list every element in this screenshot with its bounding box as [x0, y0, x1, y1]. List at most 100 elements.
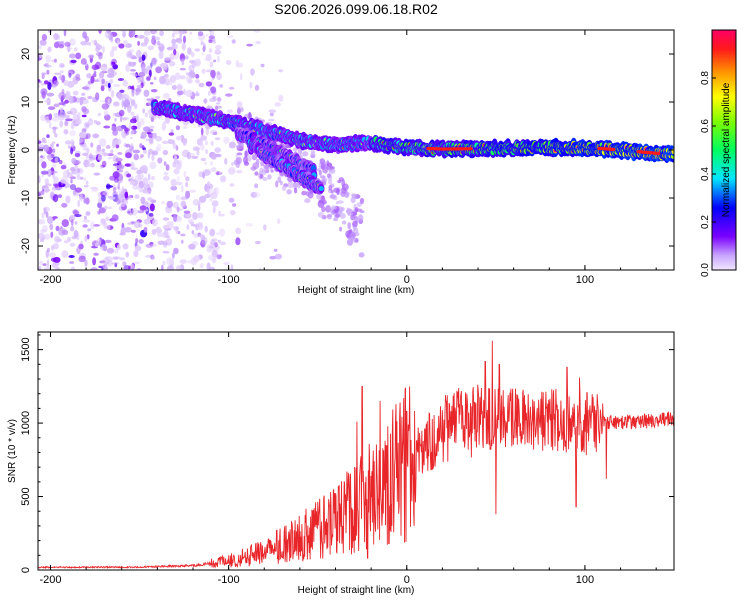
noise-cell: [167, 224, 174, 229]
noise-cell: [54, 183, 59, 188]
noise-cell: [235, 237, 241, 246]
noise-cell: [293, 187, 298, 194]
noise-cell: [111, 214, 119, 222]
noise-cell: [178, 30, 186, 35]
noise-cell: [176, 135, 182, 141]
noise-cell: [204, 194, 210, 199]
noise-cell: [174, 72, 181, 80]
noise-cell: [181, 42, 186, 51]
noise-cell: [49, 223, 54, 231]
ridge-peak: [611, 147, 616, 152]
noise-cell: [59, 70, 64, 74]
noise-cell: [79, 138, 83, 144]
noise-cell: [359, 197, 365, 205]
noise-cell: [147, 45, 154, 51]
noise-cell: [191, 230, 194, 235]
noise-cell: [82, 152, 89, 156]
noise-cell: [164, 57, 172, 61]
noise-cell: [210, 192, 218, 200]
noise-cell: [148, 181, 154, 189]
noise-cell: [175, 145, 179, 151]
noise-cell: [196, 149, 200, 156]
noise-cell: [163, 73, 169, 78]
noise-cell: [92, 224, 100, 227]
noise-cell: [119, 257, 125, 261]
noise-cell: [129, 118, 137, 124]
noise-cell: [76, 173, 81, 180]
noise-cell: [218, 228, 226, 237]
noise-cell: [189, 31, 193, 35]
noise-cell: [92, 133, 100, 139]
noise-cell: [158, 51, 164, 59]
noise-cell: [80, 41, 88, 46]
noise-cell: [223, 136, 230, 144]
noise-cell: [162, 260, 166, 266]
noise-cell: [268, 109, 277, 114]
noise-cell: [105, 183, 111, 190]
noise-cell: [196, 138, 203, 146]
noise-cell: [205, 125, 211, 130]
noise-cell: [218, 213, 225, 217]
noise-cell: [60, 165, 67, 170]
noise-cell: [168, 61, 176, 67]
noise-cell: [56, 143, 59, 147]
noise-cell: [41, 161, 47, 169]
noise-cell: [286, 189, 292, 195]
noise-cell: [181, 58, 185, 66]
noise-cell: [198, 203, 201, 212]
noise-cell: [189, 189, 196, 193]
noise-cell: [90, 221, 95, 230]
noise-cell: [195, 79, 200, 84]
noise-cell: [192, 199, 201, 206]
noise-cell: [186, 224, 190, 231]
snr-x-axis-label: Height of straight line (km): [298, 585, 415, 596]
noise-cell: [149, 125, 155, 129]
noise-cell: [125, 143, 131, 148]
noise-cell: [100, 222, 106, 226]
noise-cell: [223, 261, 230, 266]
noise-cell: [120, 30, 128, 33]
noise-cell: [73, 47, 78, 52]
noise-cell: [210, 239, 216, 246]
noise-cell: [42, 263, 47, 266]
noise-cell: [124, 191, 129, 199]
noise-cell: [133, 250, 139, 258]
noise-cell: [172, 214, 178, 222]
noise-cell: [181, 184, 184, 193]
noise-cell: [275, 180, 279, 188]
y-tick-label: 10: [20, 96, 32, 108]
noise-cell: [99, 71, 105, 79]
noise-cell: [177, 230, 181, 235]
noise-cell: [147, 132, 154, 138]
noise-cell: [151, 228, 157, 236]
noise-cell: [126, 126, 134, 129]
noise-cell: [268, 118, 275, 122]
noise-cell: [206, 181, 211, 187]
noise-cell: [39, 260, 44, 266]
noise-cell: [166, 46, 174, 51]
noise-cell: [273, 248, 278, 252]
noise-cell: [52, 194, 59, 203]
noise-cell: [310, 151, 316, 159]
noise-cell: [141, 145, 145, 151]
noise-cell: [171, 38, 177, 45]
noise-cell: [85, 180, 89, 185]
noise-cell: [54, 72, 62, 76]
noise-cell: [185, 176, 190, 182]
noise-cell: [195, 90, 199, 95]
noise-cell: [105, 145, 111, 149]
noise-cell: [136, 84, 143, 89]
noise-cell: [119, 232, 126, 236]
noise-cell: [70, 225, 75, 232]
noise-cell: [127, 210, 131, 214]
noise-cell: [124, 98, 130, 105]
noise-cell: [175, 163, 182, 170]
noise-cell: [346, 207, 350, 211]
noise-cell: [86, 42, 92, 46]
noise-cell: [347, 222, 352, 230]
noise-cell: [320, 175, 326, 179]
noise-cell: [134, 194, 140, 200]
noise-cell: [98, 265, 103, 269]
noise-cell: [39, 39, 47, 46]
noise-cell: [61, 75, 66, 83]
